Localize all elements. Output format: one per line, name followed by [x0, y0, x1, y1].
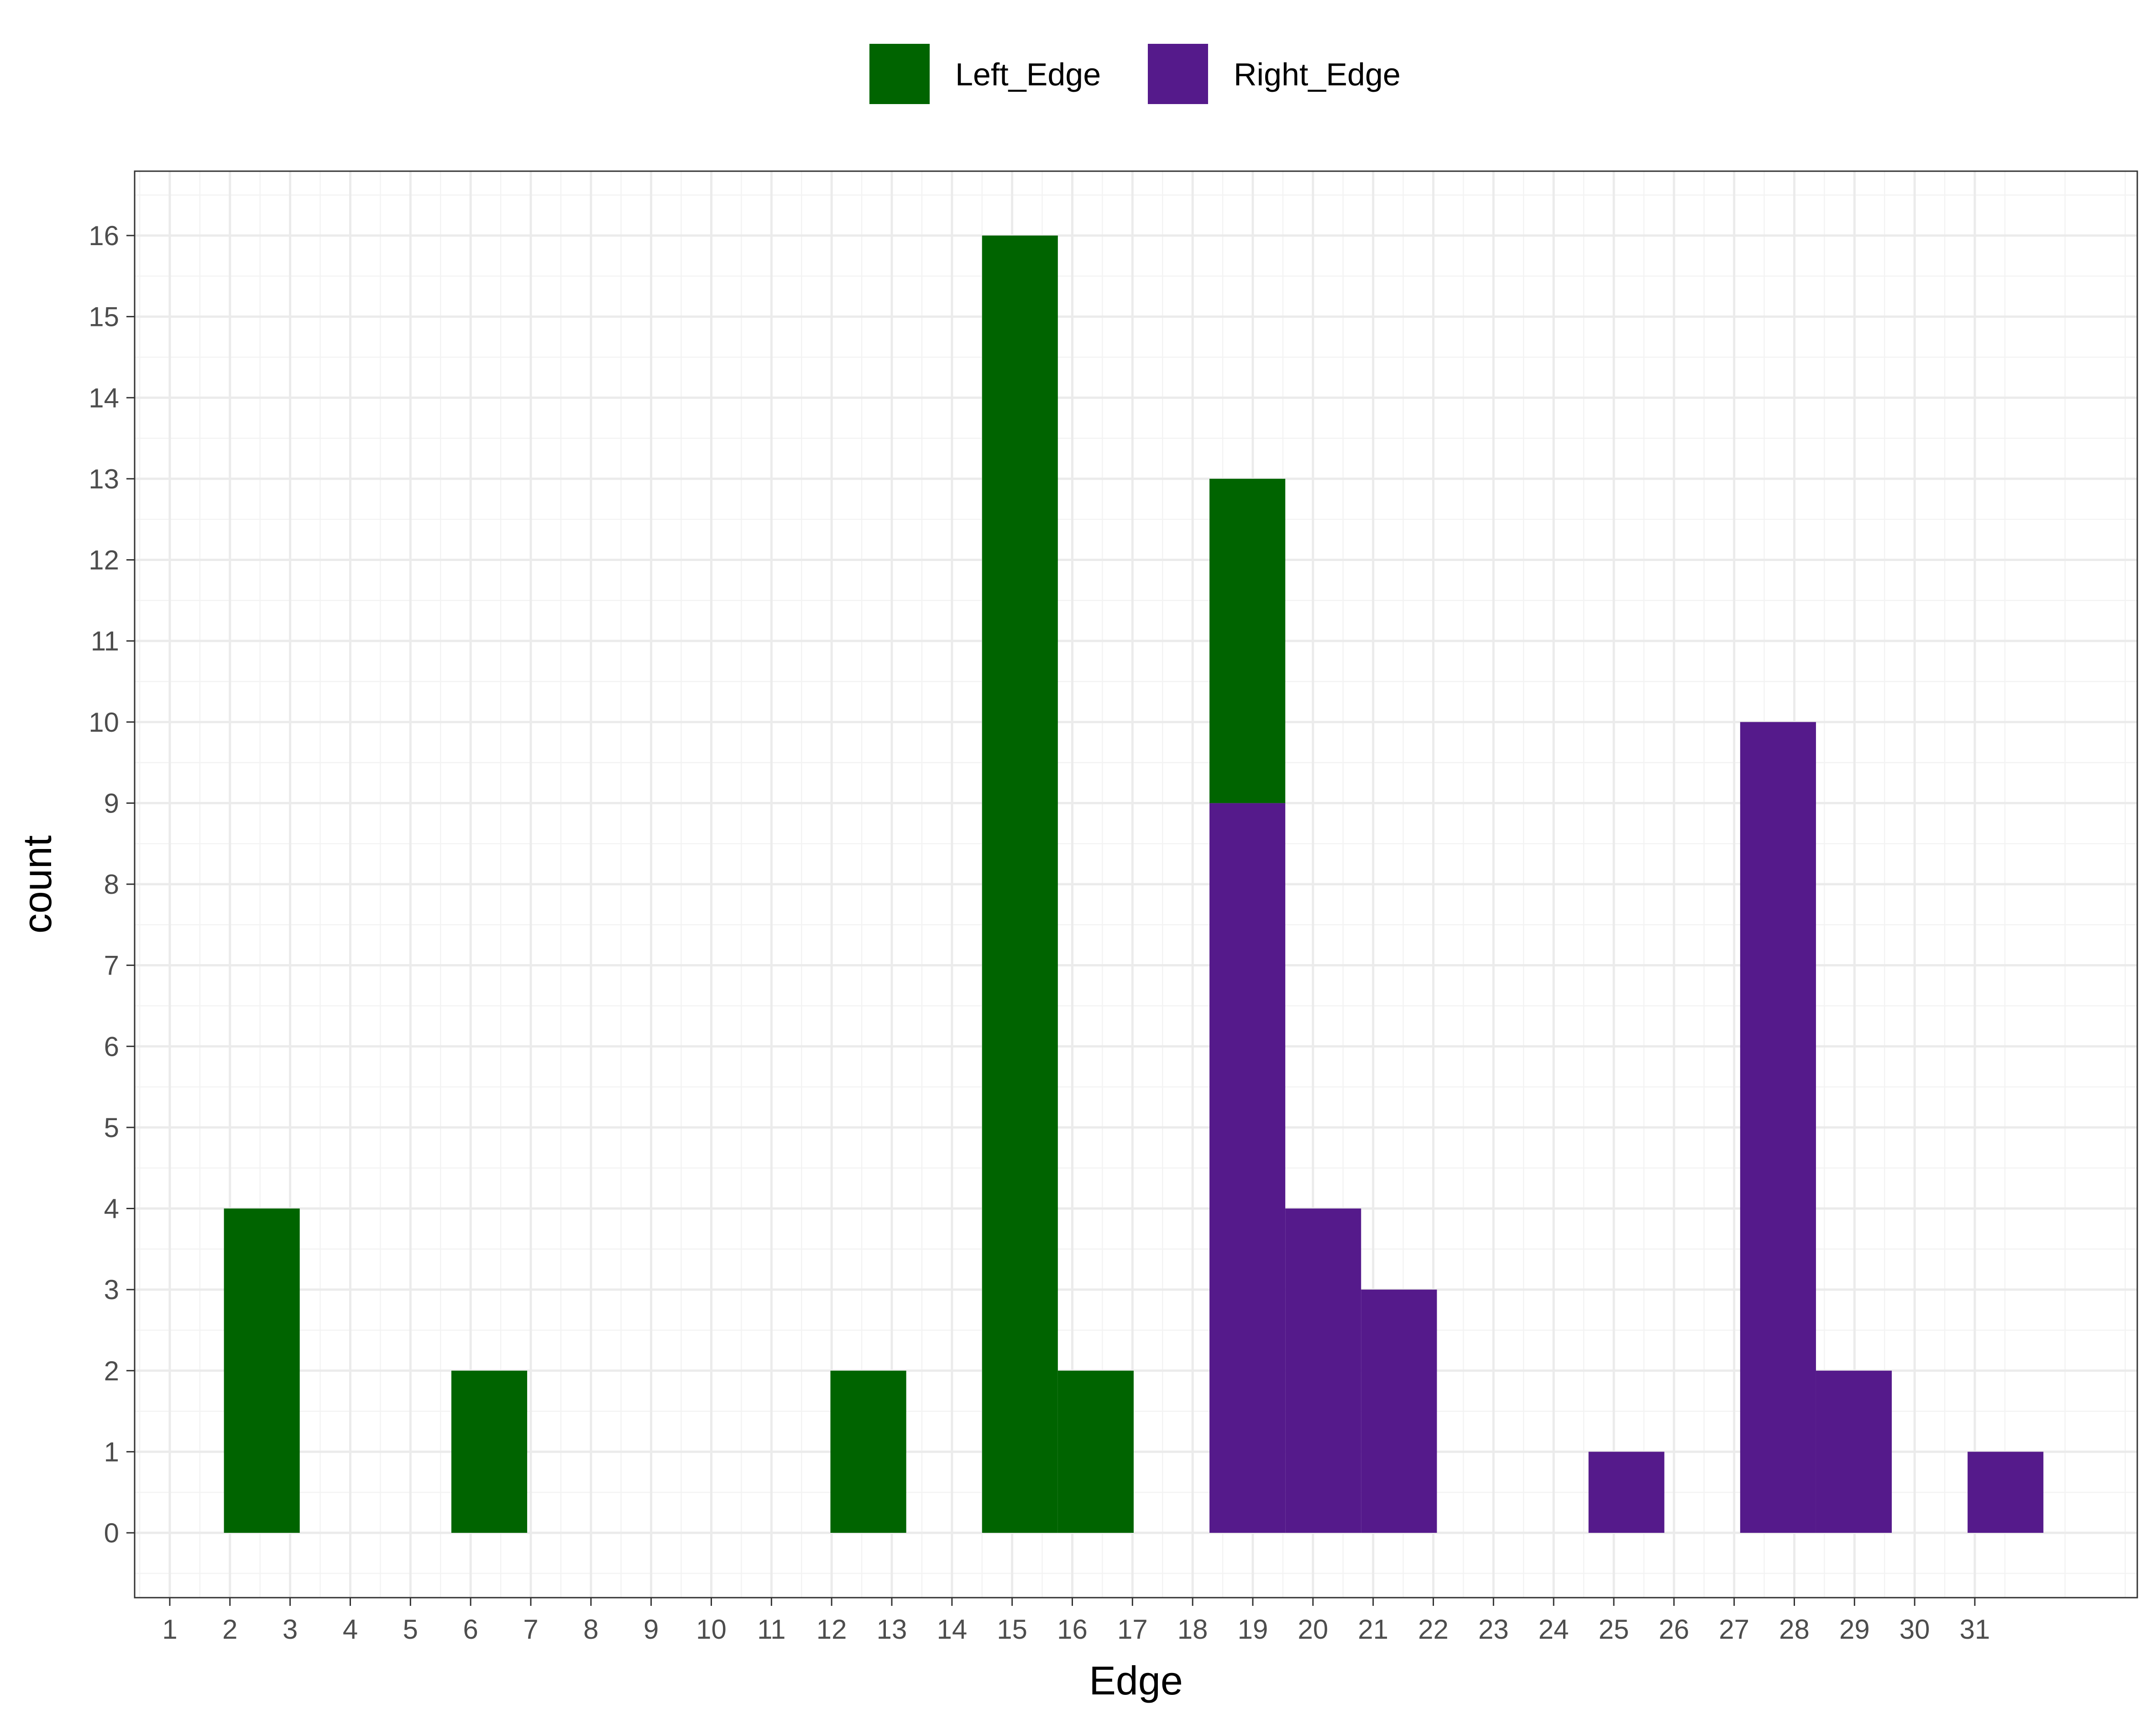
x-tick-label: 3 [283, 1614, 298, 1645]
x-tick-label: 31 [1960, 1614, 1990, 1645]
bar-right-edge [1209, 803, 1286, 1533]
x-tick-label: 10 [696, 1614, 727, 1645]
bars-layer [224, 236, 2044, 1533]
y-tick-label: 2 [104, 1356, 119, 1386]
x-axis-title: Edge [1089, 1658, 1183, 1703]
x-tick-label: 8 [583, 1614, 598, 1645]
x-tick-label: 4 [343, 1614, 358, 1645]
y-tick-label: 7 [104, 950, 119, 981]
x-tick-label: 6 [463, 1614, 478, 1645]
y-axis-title: count [15, 835, 60, 933]
y-tick-label: 0 [104, 1518, 119, 1548]
x-tick-label: 30 [1900, 1614, 1930, 1645]
bar-right-edge [1588, 1452, 1664, 1533]
x-tick-label: 21 [1358, 1614, 1388, 1645]
y-tick-label: 9 [104, 788, 119, 818]
x-tick-label: 25 [1599, 1614, 1629, 1645]
y-tick-label: 1 [104, 1437, 119, 1467]
legend-key-left-edge [869, 44, 930, 104]
x-tick-label: 26 [1659, 1614, 1689, 1645]
bar-right-edge [1816, 1370, 1892, 1533]
x-tick-label: 9 [644, 1614, 659, 1645]
y-tick-label: 16 [89, 220, 119, 251]
x-tick-label: 13 [877, 1614, 907, 1645]
x-tick-label: 22 [1418, 1614, 1449, 1645]
y-tick-label: 6 [104, 1031, 119, 1062]
x-tick-label: 11 [757, 1614, 785, 1645]
x-axis: 1 2 3 4 5 6 7 8 9 10 11 12 13 14 15 16 17 18 19 20 21 22 23 24 2… [162, 1598, 1990, 1645]
x-tick-label: 28 [1779, 1614, 1810, 1645]
x-tick-label: 29 [1839, 1614, 1870, 1645]
x-tick-label: 15 [997, 1614, 1027, 1645]
bar-right-edge [1968, 1452, 2044, 1533]
legend-label-left-edge: Left_Edge [955, 57, 1101, 92]
bar-left-edge [1057, 1370, 1134, 1533]
bar-left-edge [451, 1370, 528, 1533]
x-tick-label: 19 [1238, 1614, 1268, 1645]
y-tick-label: 13 [89, 464, 119, 494]
y-tick-label: 3 [104, 1274, 119, 1305]
x-tick-label: 5 [403, 1614, 418, 1645]
bar-left-edge [224, 1208, 300, 1533]
x-tick-label: 17 [1117, 1614, 1148, 1645]
bar-right-edge [1740, 722, 1816, 1533]
y-tick-label: 11 [91, 626, 119, 656]
y-tick-label: 5 [104, 1112, 119, 1143]
bar-right-edge [1361, 1290, 1437, 1533]
bar-left-edge [830, 1370, 906, 1533]
bar-left-edge [982, 236, 1058, 1533]
bar-left-edge [1209, 478, 1286, 803]
y-tick-label: 4 [104, 1194, 119, 1224]
legend: Left_Edge Right_Edge [869, 44, 1401, 104]
y-tick-label: 10 [89, 707, 119, 738]
x-tick-label: 1 [162, 1614, 177, 1645]
x-tick-label: 14 [937, 1614, 967, 1645]
y-tick-label: 15 [89, 302, 119, 332]
x-tick-label: 24 [1539, 1614, 1569, 1645]
x-tick-label: 7 [523, 1614, 538, 1645]
y-tick-label: 14 [89, 383, 119, 413]
x-tick-label: 12 [816, 1614, 847, 1645]
bar-right-edge [1285, 1208, 1361, 1533]
legend-key-right-edge [1148, 44, 1208, 104]
x-tick-label: 2 [222, 1614, 237, 1645]
x-tick-label: 20 [1298, 1614, 1328, 1645]
x-tick-label: 23 [1478, 1614, 1509, 1645]
x-tick-label: 18 [1177, 1614, 1208, 1645]
y-tick-label: 8 [104, 869, 119, 900]
y-tick-label: 12 [89, 545, 119, 576]
legend-label-right-edge: Right_Edge [1234, 57, 1401, 92]
x-tick-label: 16 [1057, 1614, 1088, 1645]
x-tick-label: 27 [1719, 1614, 1749, 1645]
